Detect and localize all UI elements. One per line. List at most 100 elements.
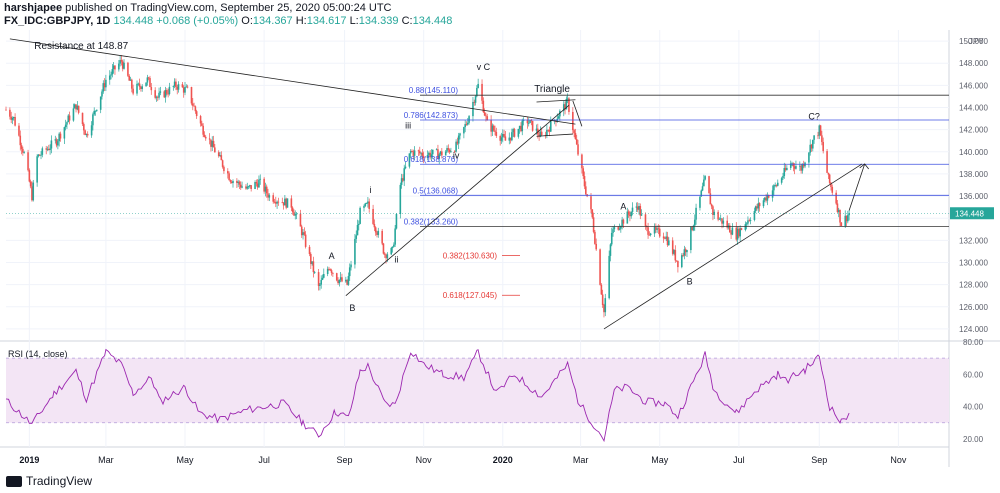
candle-body	[58, 133, 60, 142]
candle-body	[444, 151, 447, 156]
candle-body	[111, 69, 114, 75]
trendline	[9, 38, 576, 125]
candle-body	[529, 120, 531, 124]
candle-body	[408, 153, 411, 167]
candle-body	[631, 207, 634, 212]
candle-body	[95, 109, 98, 111]
price-tick-label: 144.000	[959, 104, 988, 113]
wave-label: iii	[405, 121, 411, 131]
tradingview-logo[interactable]: TradingView	[6, 474, 92, 488]
candle-body	[393, 244, 395, 247]
candle-body	[428, 152, 430, 155]
projection-arrow	[848, 163, 866, 211]
candle-body	[149, 78, 151, 88]
candle-body	[112, 65, 115, 70]
low-value: 134.339	[358, 15, 399, 27]
candle-body	[114, 65, 116, 70]
candle-body	[202, 125, 204, 135]
candle-body	[337, 280, 339, 284]
candle-body	[332, 272, 334, 274]
candle-body	[40, 154, 42, 156]
price-tick-label: 128.000	[959, 281, 988, 290]
rsi-title: RSI (14, close)	[8, 349, 68, 359]
candle-body	[582, 168, 585, 177]
candle-body	[86, 133, 89, 136]
candle-body	[172, 86, 175, 88]
candle-body	[147, 77, 150, 79]
candle-body	[620, 226, 622, 229]
candle-body	[648, 234, 651, 236]
candle-body	[591, 209, 594, 218]
candle-body	[319, 284, 321, 286]
candle-body	[404, 166, 407, 169]
candle-body	[181, 84, 184, 88]
candle-body	[644, 214, 647, 227]
candle-body	[845, 215, 848, 222]
candle-body	[284, 198, 286, 206]
candle-body	[12, 117, 15, 118]
candle-body	[821, 135, 823, 142]
candle-body	[326, 268, 329, 275]
candle-body	[354, 238, 356, 265]
fib-level-label: 0.382(133.260)	[404, 217, 459, 226]
candle-body	[740, 228, 743, 230]
candle-body	[141, 86, 143, 89]
price-tick-label: 124.000	[959, 325, 988, 334]
candle-body	[538, 134, 540, 137]
candle-body	[310, 254, 312, 264]
candle-body	[847, 215, 849, 222]
candle-body	[791, 163, 793, 165]
wave-label: B	[687, 277, 693, 287]
candle-body	[668, 240, 670, 246]
candle-body	[684, 249, 687, 253]
candle-body	[718, 218, 721, 220]
candle-body	[350, 264, 352, 268]
candle-body	[765, 197, 767, 201]
candle-body	[175, 81, 177, 87]
time-tick-label: Nov	[416, 455, 433, 465]
candle-body	[290, 198, 293, 208]
trendline	[603, 163, 863, 330]
candle-body	[793, 166, 796, 169]
candle-body	[128, 75, 131, 81]
candle-body	[802, 164, 805, 167]
candle-body	[76, 105, 79, 110]
candle-body	[666, 236, 669, 246]
candle-body	[692, 225, 695, 231]
author-name[interactable]: harshjapee	[4, 2, 63, 14]
candle-body	[49, 148, 51, 150]
candle-body	[38, 154, 41, 156]
candle-body	[680, 255, 683, 268]
candle-body	[481, 83, 483, 101]
candle-body	[190, 87, 193, 104]
candle-body	[37, 154, 40, 157]
candle-body	[339, 277, 342, 280]
tradingview-logo-icon	[6, 475, 22, 487]
candle-body	[635, 206, 638, 208]
candle-body	[783, 168, 786, 176]
candle-body	[364, 203, 367, 206]
candle-body	[499, 136, 501, 141]
candle-body	[328, 268, 330, 270]
candle-body	[103, 83, 106, 88]
candle-body	[513, 129, 516, 137]
candle-body	[411, 150, 413, 152]
candle-body	[603, 304, 605, 313]
candle-body	[227, 171, 229, 174]
candle-body	[599, 249, 601, 285]
candle-body	[36, 156, 38, 183]
candle-body	[129, 79, 132, 81]
candle-body	[828, 174, 831, 183]
candle-body	[476, 87, 478, 97]
candle-body	[304, 234, 307, 247]
candle-body	[473, 101, 476, 103]
candle-body	[613, 227, 616, 230]
candle-body	[329, 269, 332, 271]
price-tick-label: 136.000	[959, 192, 988, 201]
candle-body	[459, 133, 461, 136]
candle-body	[341, 277, 343, 282]
candle-body	[464, 124, 466, 128]
candle-body	[11, 117, 14, 120]
candle-body	[138, 83, 141, 87]
candle-body	[521, 120, 524, 132]
